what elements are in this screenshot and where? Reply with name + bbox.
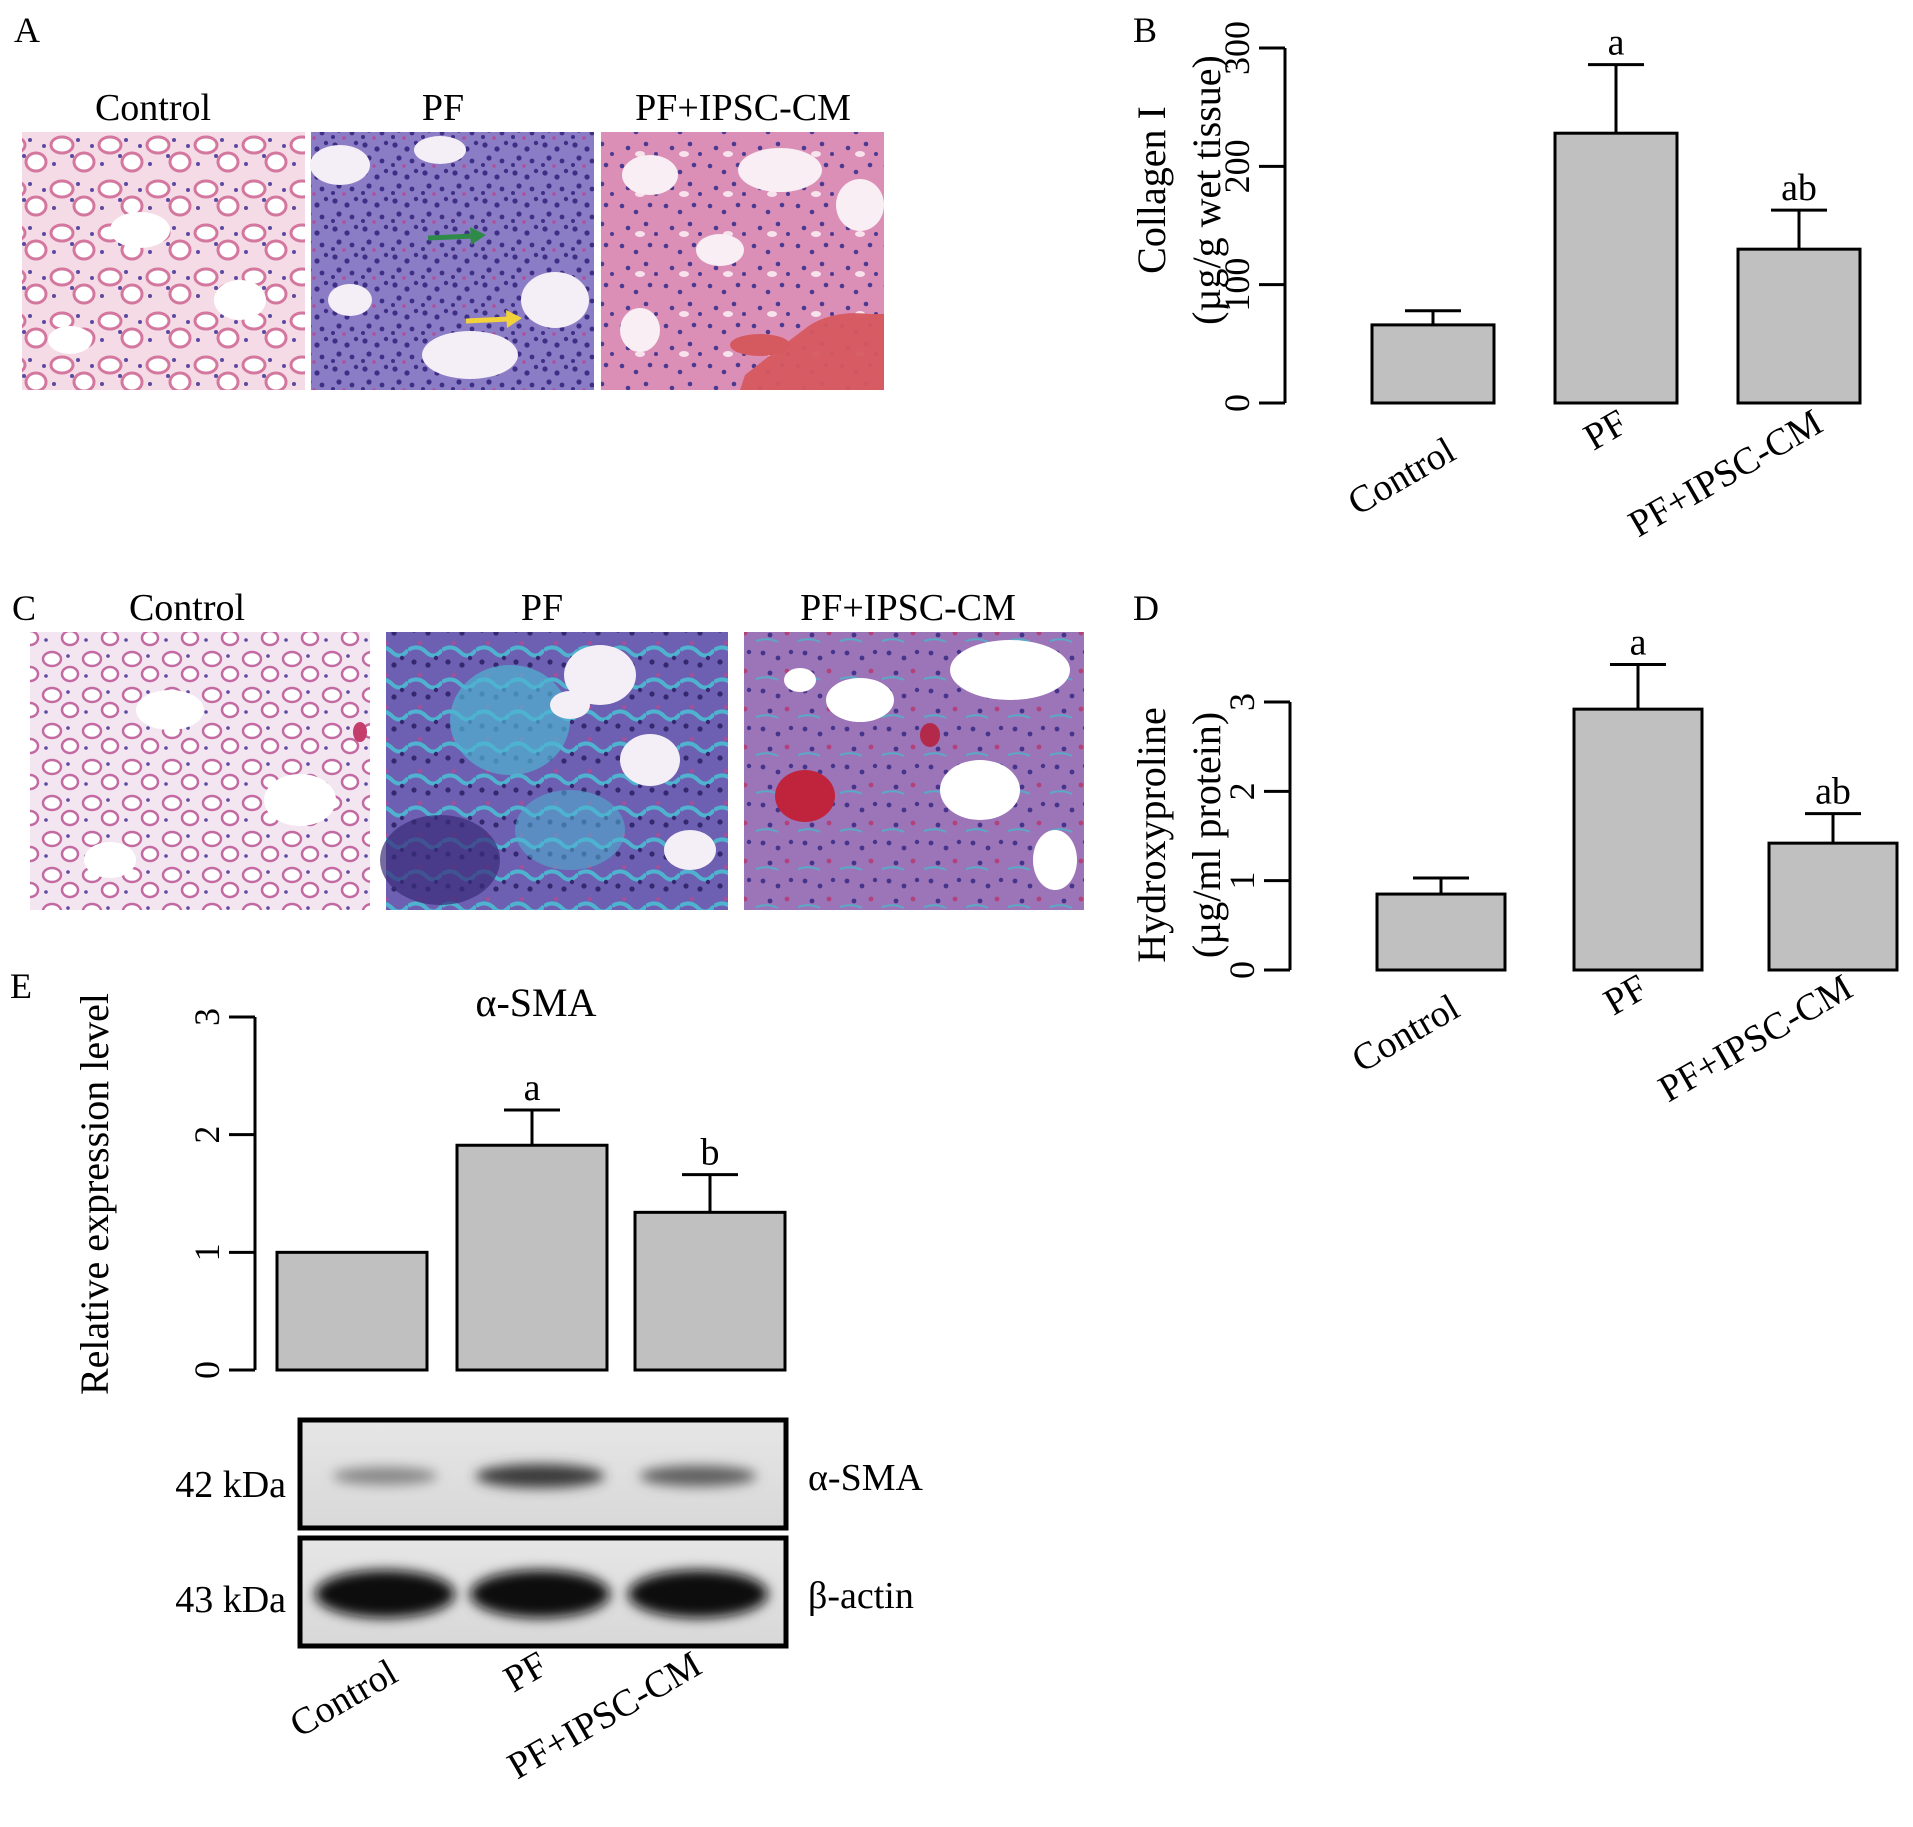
panel-c-label-pf-ipsc: PF+IPSC-CM [800, 587, 1016, 629]
y-tick-label: 2 [1222, 782, 1262, 800]
y-axis-label: (µg/ml protein) [1184, 712, 1229, 958]
blot-band [639, 1465, 757, 1487]
blot-band [315, 1570, 455, 1618]
bar-control [275, 1250, 429, 1372]
chart-d: D 0 1 2 3 Hydroxyproline (µg/ml protein) Contro… [1129, 588, 1899, 1111]
panel-letter-c: C [12, 588, 36, 628]
y-axis-label: Hydroxyproline [1129, 707, 1174, 963]
blot-row-asma: 42 kDa α-SMA [175, 1417, 923, 1531]
panel-a-label-control: Control [95, 87, 211, 129]
panel-a-label-pf-ipsc: PF+IPSC-CM [635, 87, 851, 129]
x-tick-label: Control [1345, 986, 1467, 1080]
micrograph-a-control [22, 132, 305, 390]
y-axis-label: (µg/g wet tissue) [1184, 55, 1229, 325]
blot-kda-asma: 42 kDa [175, 1464, 286, 1506]
blot-band [475, 1464, 605, 1488]
bar-pf [1572, 707, 1704, 972]
bar-pf [1553, 131, 1679, 405]
significance-label: b [701, 1132, 720, 1174]
blot-kda-bactin: 43 kDa [175, 1579, 286, 1621]
blot-band [332, 1467, 438, 1485]
chart-title: α-SMA [476, 980, 597, 1025]
y-tick-label: 2 [187, 1126, 227, 1144]
blot-band [470, 1570, 610, 1618]
micrograph-c-pf-ipsc [744, 632, 1084, 910]
bar-control [1375, 892, 1507, 972]
x-tick-label: Control [1341, 429, 1463, 523]
micrograph-c-control [30, 632, 370, 910]
blot-protein-asma: α-SMA [808, 1457, 923, 1499]
blot-band [628, 1570, 768, 1618]
blot-protein-bactin: β-actin [808, 1575, 914, 1617]
y-tick-label: 200 [1217, 139, 1257, 193]
micrograph-a-pf [310, 132, 594, 390]
y-axis-label: Collagen I [1129, 106, 1174, 274]
panel-letter-e: E [10, 966, 32, 1006]
x-tick-label: PF [1577, 401, 1635, 459]
y-tick-label: 3 [1222, 693, 1262, 711]
panel-letter-b: B [1133, 10, 1157, 50]
y-tick-label: 1 [187, 1243, 227, 1261]
y-tick-label: 100 [1217, 258, 1257, 312]
panel-c: C Control PF PF+IPSC-CM [12, 587, 1084, 910]
bar-pf [455, 1143, 609, 1372]
y-tick-label: 1 [1222, 872, 1262, 890]
panel-a: A Control PF PF+IPSC-CM [14, 10, 884, 390]
micrograph-a-pf-ipsc [601, 132, 884, 390]
panel-letter-d: D [1133, 588, 1159, 628]
panel-c-label-pf: PF [521, 587, 563, 629]
micrograph-c-pf [380, 632, 728, 910]
significance-label: a [1608, 22, 1625, 64]
blot-row-bactin: 43 kDa β-actin [175, 1535, 914, 1649]
y-tick-label: 0 [1217, 394, 1257, 412]
chart-b: B 0 100 200 300 Collagen I (µg/g wet tissue) Co… [1129, 10, 1862, 546]
bar-control [1370, 323, 1496, 405]
y-tick-label: 3 [187, 1008, 227, 1026]
panel-a-label-pf: PF [422, 87, 464, 129]
y-axis-label: Relative expression level [72, 993, 117, 1395]
panel-letter-a: A [14, 10, 40, 50]
x-tick-label: PF+IPSC-CM [1652, 966, 1860, 1110]
x-tick-label: PF [1597, 966, 1655, 1024]
bar-pf-ipsc-cm [633, 1210, 787, 1372]
panel-c-label-control: Control [129, 587, 245, 629]
bar-pf-ipsc-cm [1767, 841, 1899, 972]
green-arrow-icon [427, 227, 486, 245]
y-tick-label: 0 [187, 1361, 227, 1379]
y-tick-label: 300 [1217, 21, 1257, 75]
significance-label: a [1630, 621, 1647, 663]
y-tick-label: 0 [1222, 961, 1262, 979]
blot-lane-label-pf: PF [497, 1643, 555, 1701]
blot-lane-label-control: Control [283, 1651, 405, 1745]
x-tick-label: PF+IPSC-CM [1622, 401, 1830, 545]
chart-e: E 0 1 2 3 Relative expression level α-SMA a b [10, 966, 787, 1395]
significance-label: ab [1781, 167, 1817, 209]
bar-pf-ipsc-cm [1736, 247, 1862, 405]
significance-label: a [524, 1067, 541, 1109]
western-blot: 42 kDa α-SMA 43 kDa β-actin Control PF P… [175, 1417, 923, 1788]
significance-label: ab [1815, 771, 1851, 813]
yellow-arrow-icon [465, 310, 522, 328]
